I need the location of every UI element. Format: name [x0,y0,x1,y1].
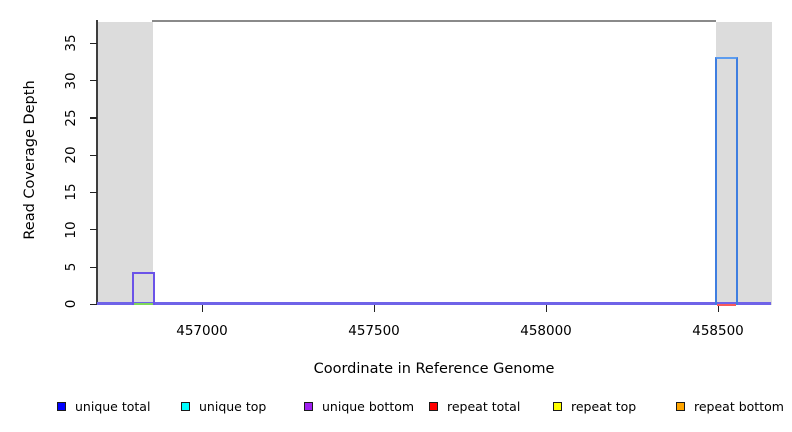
y-tick-label: 10 [63,221,79,239]
legend-swatch-unique-total [57,401,66,411]
baseline-segment-under-tall-peak [717,303,736,306]
x-tick-label: 458500 [692,323,744,339]
y-axis-title: Read Coverage Depth [22,80,38,240]
y-tick-label: 5 [63,262,79,272]
x-tick-label: 458000 [520,323,572,339]
y-tick [90,266,97,268]
y-tick [90,229,97,231]
y-tick-label: 20 [63,146,79,164]
y-tick [90,42,97,44]
y-tick [90,191,97,194]
x-tick-label: 457000 [176,323,228,339]
y-tick [90,117,97,119]
plot-area [97,20,771,305]
y-tick [90,80,97,82]
x-tick [545,305,547,312]
y-tick [90,154,97,156]
legend-swatch-repeat-top [553,401,562,411]
unique-top-peak [714,57,738,305]
shaded-region-left [97,21,153,305]
shaded-region-right [716,21,772,305]
y-tick [90,303,97,305]
x-axis-title: Coordinate in Reference Genome [313,361,555,377]
unique-bottom-peak [131,272,155,305]
y-tick-label: 0 [63,299,79,309]
legend-label-repeat-total: repeat total [447,398,521,414]
x-tick [373,305,375,312]
y-tick-label: 25 [63,109,79,127]
x-tick [201,305,203,312]
y-axis-line [96,20,98,305]
y-tick-label: 30 [63,71,79,90]
legend-label-repeat-bottom: repeat bottom [694,398,784,414]
legend-swatch-repeat-total [429,401,438,411]
legend-label-repeat-top: repeat top [571,398,637,414]
top-boundary-line [152,19,716,22]
legend-swatch-unique-bottom [304,401,313,411]
y-tick-label: 35 [63,34,79,52]
legend-label-unique-top: unique top [199,398,267,414]
legend-label-unique-total: unique total [75,398,151,414]
legend-swatch-repeat-bottom [676,401,685,411]
x-tick [717,305,719,312]
y-tick-label: 15 [63,183,79,201]
legend-label-unique-bottom: unique bottom [322,398,415,414]
x-tick-label: 457500 [348,323,400,339]
zero-coverage-baseline [97,302,771,305]
baseline-segment-under-small-peak [134,302,153,305]
legend-swatch-unique-top [181,401,190,411]
